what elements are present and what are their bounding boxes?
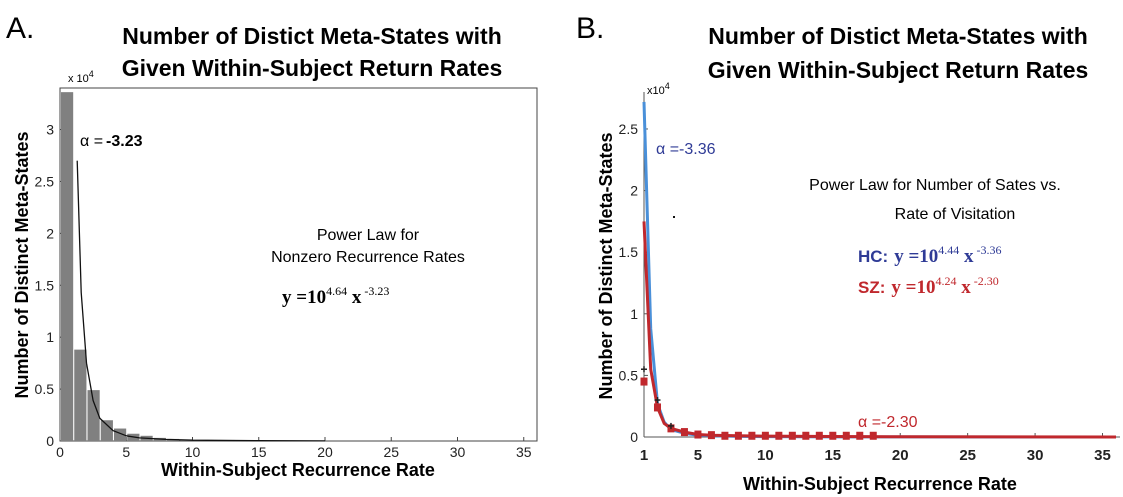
panel-b-sz-marker: [721, 431, 729, 440]
panel-b-xtick-label: 20: [892, 447, 909, 464]
panel-b-sz-marker: [748, 431, 756, 440]
panel-a-xtick-label: 15: [251, 444, 267, 460]
panel-b-xtick-label: 15: [824, 447, 841, 464]
panel-a-xtick-label: 10: [185, 444, 201, 460]
panel-a-ytick-label: 2: [46, 225, 54, 241]
panel-b-sz-marker: [707, 431, 715, 440]
panel-a-xtick-label: 5: [122, 444, 130, 460]
panel-a-bar: [87, 390, 100, 441]
panel-a-bar: [100, 420, 113, 441]
panel-a-xlabel: Within-Subject Recurrence Rate: [161, 460, 435, 480]
panel-b-xlabel: Within-Subject Recurrence Rate: [743, 474, 1017, 494]
panel-b-sz-marker: [734, 431, 742, 440]
panel-a-xtick-label: 35: [516, 444, 532, 460]
panel-b-sz-equation: SZ: y =104.24 x -2.30: [858, 274, 999, 298]
panel-a-xtick-label: 20: [317, 444, 333, 460]
panel-b-ytick-label: 1: [630, 306, 638, 322]
panel-b-annotation-line2: Rate of Visitation: [895, 206, 1016, 223]
panel-a-xtick-label: 0: [56, 444, 64, 460]
panel-b-xtick-label: 25: [959, 447, 976, 464]
panel-a-ylabel: Number of Distinct Meta-States: [12, 131, 32, 398]
panel-b-hc-equation: HC: y =104.44 x -3.36: [858, 243, 1002, 267]
panel-b-sz-marker: [842, 431, 850, 440]
panel-b-yticks: 0 0.5 1 1.5 2 2.5: [619, 121, 648, 445]
panel-a-ytick-label: 0: [46, 433, 54, 449]
panel-b-ytick-label: 1.5: [619, 244, 639, 260]
panel-b-sz-marker: [869, 431, 877, 440]
panel-a-ytick-label: 1.5: [35, 277, 55, 293]
panel-b-sz-marker: [856, 431, 864, 440]
panel-a-ytick-label: 3: [46, 122, 54, 138]
panel-a-title-line2: Given Within-Subject Return Rates: [122, 55, 503, 81]
panel-a-letter: A.: [6, 12, 34, 45]
panel-a-xtick-label: 30: [450, 444, 466, 460]
panel-b-xtick-label: 10: [757, 447, 774, 464]
panel-a-ytick-label: 0.5: [35, 381, 55, 397]
panel-b-alpha-hc: α =-3.36: [656, 141, 716, 158]
panel-a-annotation-line1: Power Law for: [317, 227, 420, 244]
panel-b-title-line2: Given Within-Subject Return Rates: [708, 57, 1089, 83]
panel-b-multiplier: x104: [647, 81, 670, 97]
panel-b-ytick-label: 0.5: [619, 367, 639, 383]
panel-a-xtick-label: 25: [383, 444, 399, 460]
panel-b-sz-marker: [775, 431, 783, 440]
panel-b-xtick-label: 30: [1027, 447, 1044, 464]
panel-a-fit-curve: [76, 160, 326, 442]
panel-a-bar: [61, 92, 74, 441]
panel-a-bars: [61, 92, 233, 441]
panel-a-alpha: α = -3.23: [80, 133, 143, 150]
panel-b-sz-marker: [680, 428, 688, 437]
panel-b-xtick-label: 35: [1094, 447, 1111, 464]
panel-b-alpha-sz: α =-2.30: [858, 414, 918, 431]
panel-a-multiplier: x 104: [68, 69, 94, 85]
panel-b-series: [640, 101, 1117, 440]
panel-b-title-line1: Number of Distict Meta-States with: [708, 23, 1088, 49]
panel-a-title-line1: Number of Distict Meta-States with: [122, 23, 502, 49]
panel-b-annotation-line1: Power Law for Number of Sates vs.: [809, 177, 1061, 194]
panel-b-xticks: 1 5 10 15 20 25 30 35: [640, 433, 1111, 464]
panel-a-yticks: 0 0.5 1 1.5 2 2.5 3: [35, 122, 64, 449]
panel-b-sz-marker: [694, 430, 702, 439]
panel-a-annotation-line2: Nonzero Recurrence Rates: [271, 249, 465, 266]
panel-b-ytick-label: 2.5: [619, 121, 639, 137]
panel-b-ylabel: Number of Distinct Meta-States: [596, 132, 616, 399]
panel-b-sz-marker: [640, 377, 648, 386]
panel-b-sz-marker: [802, 431, 810, 440]
panel-b-ytick-label: 0: [630, 429, 638, 445]
panel-b-sz-marker: [653, 403, 661, 412]
panel-a-ytick-label: 2.5: [35, 173, 55, 189]
panel-b-ytick-label: 2: [630, 183, 638, 199]
panel-a-ytick-label: 1: [46, 329, 54, 345]
panel-b-xtick-label: 5: [694, 447, 702, 464]
panel-b-letter: B.: [576, 12, 604, 45]
panel-b-stray-dot: [673, 216, 675, 218]
panel-b-sz-marker: [761, 431, 769, 440]
panel-a-bar: [74, 349, 87, 441]
panel-b-xtick-label: 1: [640, 447, 648, 464]
panel-b-sz-marker: [815, 431, 823, 440]
panel-b-sz-marker: [829, 431, 837, 440]
panel-a-equation: y =104.64 x -3.23: [282, 284, 389, 308]
panel-b-sz-marker: [788, 431, 796, 440]
